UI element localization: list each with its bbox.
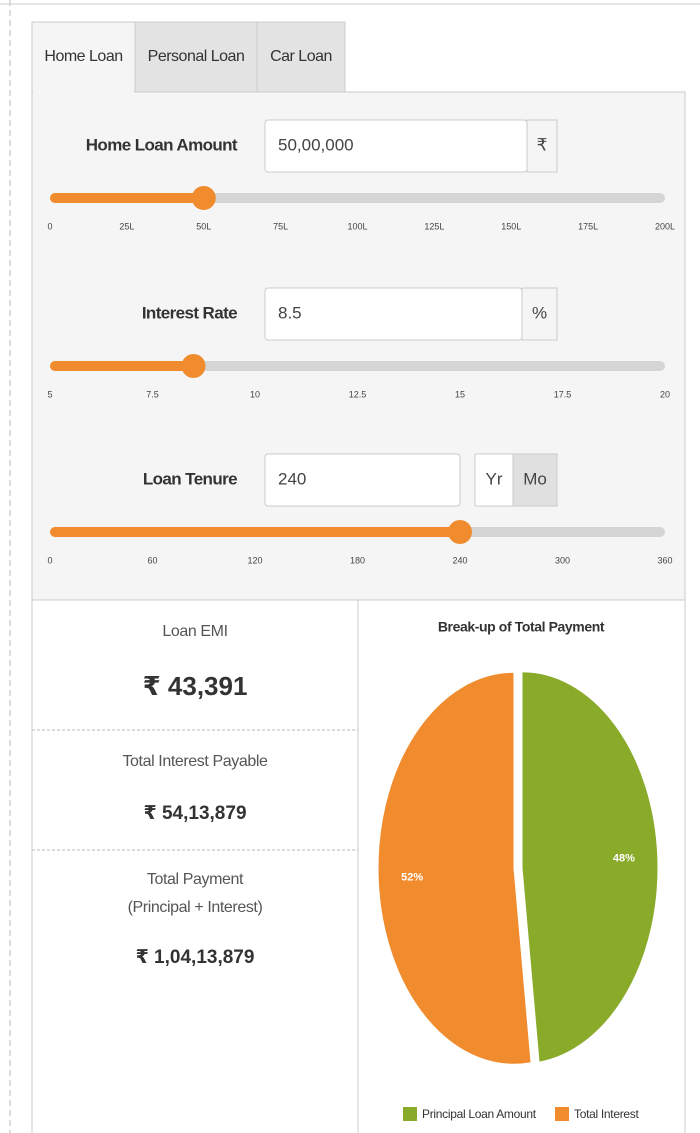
slider-tick-label: 15 [455, 389, 465, 399]
slider-tick-label: 125L [424, 221, 444, 231]
slider-tick-label: 10 [250, 389, 260, 399]
legend-label[interactable]: Principal Loan Amount [422, 1107, 537, 1121]
result-sublabel: (Principal + Interest) [128, 899, 263, 916]
legend-swatch [403, 1107, 417, 1121]
tab-label[interactable]: Car Loan [270, 48, 332, 65]
pie-label: 52% [401, 872, 423, 884]
tab[interactable] [256, 21, 346, 93]
tab[interactable] [31, 21, 136, 93]
result-value: ₹ 43,391 [143, 671, 248, 701]
slider-tick-label: 7.5 [146, 389, 159, 399]
unit-box [521, 287, 558, 341]
slider-thumb[interactable] [448, 520, 472, 544]
unit-toggle[interactable] [512, 453, 558, 507]
unit-box [526, 119, 558, 173]
slider-tick-label: 175L [578, 221, 598, 231]
slider-tick-label: 150L [501, 221, 521, 231]
result-value: ₹ 1,04,13,879 [136, 947, 255, 968]
slider-tick-label: 180 [350, 555, 365, 565]
input-value[interactable]: 50,00,000 [278, 135, 354, 154]
slider-tick-label: 17.5 [554, 389, 572, 399]
unit-toggle-label[interactable]: Yr [486, 469, 503, 488]
result-label: Loan EMI [162, 623, 227, 640]
slider-tick-label: 240 [452, 555, 467, 565]
legend-swatch [555, 1107, 569, 1121]
legend-label[interactable]: Total Interest [574, 1107, 640, 1121]
slider-tick-label: 12.5 [349, 389, 367, 399]
pie-slice [377, 671, 532, 1065]
slider-tick-label: 300 [555, 555, 570, 565]
slider-tick-label: 75L [273, 221, 288, 231]
slider-tick-label: 60 [147, 555, 157, 565]
result-value: ₹ 54,13,879 [143, 803, 246, 824]
slider-fill [50, 527, 460, 537]
slider-tick-label: 5 [47, 389, 52, 399]
slider-tick-label: 20 [660, 389, 670, 399]
slider-tick-label: 120 [247, 555, 262, 565]
result-label: Total Interest Payable [122, 753, 268, 770]
slider-tick-label: 50L [196, 221, 211, 231]
chart-title: Break-up of Total Payment [438, 619, 605, 635]
input-value[interactable]: 240 [278, 469, 306, 488]
input-box[interactable] [264, 287, 523, 341]
tab-label[interactable]: Personal Loan [148, 48, 245, 65]
slider-tick-label: 0 [47, 555, 52, 565]
slider-tick-label: 200L [655, 221, 675, 231]
slider-tick-label: 360 [657, 555, 672, 565]
slider-thumb[interactable] [181, 354, 206, 378]
slider-tick-label: 100L [347, 221, 367, 231]
field-label: Interest Rate [142, 303, 237, 322]
input-box[interactable] [264, 453, 461, 507]
slider-tick-label: 25L [119, 221, 134, 231]
unit-label: ₹ [537, 135, 548, 154]
slider-fill [50, 193, 204, 203]
pie-slice [521, 671, 659, 1063]
input-value[interactable]: 8.5 [278, 303, 302, 322]
tab[interactable] [134, 21, 258, 93]
unit-toggle[interactable] [474, 453, 514, 507]
unit-label: % [532, 303, 547, 322]
unit-toggle-label[interactable]: Mo [523, 469, 547, 488]
slider-thumb[interactable] [191, 186, 216, 210]
field-label: Home Loan Amount [86, 135, 238, 154]
pie-label: 48% [613, 852, 635, 864]
field-label: Loan Tenure [143, 469, 237, 488]
result-label: Total Payment [147, 871, 244, 888]
tab-label[interactable]: Home Loan [44, 48, 123, 65]
slider-fill [50, 361, 194, 371]
slider-tick-label: 0 [47, 221, 52, 231]
